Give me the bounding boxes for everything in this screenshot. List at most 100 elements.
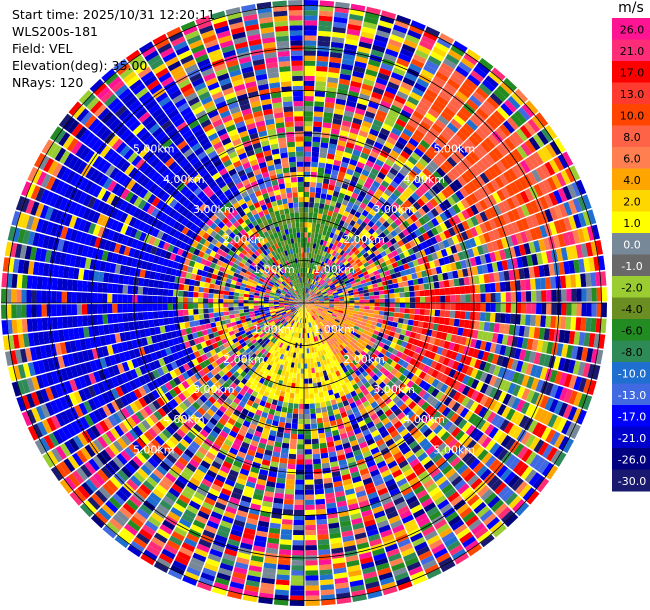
velocity-gate: [301, 343, 304, 349]
velocity-gate: [379, 294, 385, 299]
velocity-gate: [525, 279, 531, 291]
velocity-gate: [259, 354, 266, 361]
velocity-gate: [339, 243, 346, 250]
velocity-gate: [315, 312, 320, 317]
velocity-gate: [411, 480, 423, 491]
velocity-gate: [417, 277, 424, 285]
velocity-gate: [326, 369, 332, 375]
velocity-gate: [324, 107, 334, 114]
velocity-gate: [273, 446, 282, 453]
velocity-gate: [348, 368, 355, 375]
velocity-gate: [510, 234, 519, 246]
velocity-gate: [289, 351, 294, 358]
velocity-gate: [389, 464, 400, 474]
velocity-gate: [270, 461, 279, 468]
velocity-gate: [140, 464, 152, 476]
velocity-gate: [281, 349, 286, 355]
velocity-gate: [389, 193, 399, 202]
velocity-gate: [439, 178, 449, 188]
velocity-gate: [301, 353, 304, 359]
velocity-gate: [532, 133, 545, 148]
velocity-gate: [495, 127, 508, 140]
velocity-gate: [516, 373, 525, 386]
velocity-gate: [371, 91, 383, 100]
velocity-gate: [398, 114, 410, 124]
velocity-gate: [328, 293, 334, 297]
velocity-gate: [475, 175, 486, 187]
velocity-gate: [211, 460, 222, 470]
velocity-gate: [371, 333, 378, 340]
velocity-gate: [238, 505, 250, 513]
velocity-gate: [398, 223, 406, 232]
velocity-gate: [473, 190, 483, 202]
velocity-gate: [367, 268, 373, 274]
velocity-gate: [333, 293, 339, 297]
velocity-gate: [428, 449, 440, 460]
velocity-gate: [337, 454, 346, 461]
velocity-gate: [390, 404, 399, 413]
velocity-gate: [461, 421, 472, 433]
velocity-gate: [333, 342, 339, 348]
velocity-gate: [209, 404, 219, 413]
velocity-gate: [318, 305, 324, 308]
velocity-gate: [431, 543, 446, 555]
velocity-gate: [442, 357, 451, 366]
velocity-gate: [362, 429, 371, 437]
velocity-gate: [400, 329, 407, 336]
velocity-gate: [311, 292, 316, 297]
velocity-gate: [212, 426, 222, 435]
velocity-gate: [404, 100, 417, 110]
velocity-gate: [537, 441, 549, 456]
velocity-gate: [418, 157, 429, 168]
velocity-gate: [502, 368, 511, 380]
velocity-gate: [409, 413, 419, 423]
velocity-gate: [328, 260, 334, 267]
velocity-gate: [304, 393, 309, 399]
velocity-gate: [430, 236, 438, 245]
velocity-gate: [439, 364, 447, 374]
velocity-gate: [413, 210, 422, 220]
velocity-gate: [486, 516, 500, 530]
velocity-gate: [216, 397, 225, 405]
velocity-gate: [366, 320, 373, 325]
velocity-gate: [585, 317, 592, 332]
velocity-gate: [370, 401, 379, 409]
velocity-gate: [551, 289, 557, 302]
velocity-gate: [102, 525, 117, 539]
velocity-gate: [311, 321, 315, 327]
velocity-gate: [313, 357, 317, 363]
velocity-gate: [319, 350, 324, 356]
velocity-gate: [378, 184, 387, 193]
velocity-gate: [398, 194, 407, 203]
velocity-gate: [309, 289, 313, 295]
velocity-gate: [311, 433, 319, 440]
velocity-gate: [349, 323, 355, 328]
velocity-gate: [348, 18, 363, 27]
velocity-gate: [443, 340, 451, 350]
velocity-gate: [378, 524, 391, 534]
velocity-gate: [336, 597, 352, 605]
velocity-gate: [371, 381, 379, 389]
velocity-gate: [424, 404, 434, 414]
velocity-gate: [245, 432, 254, 440]
velocity-gate: [404, 160, 415, 169]
velocity-gate: [440, 431, 451, 442]
velocity-gate: [416, 198, 426, 207]
velocity-gate: [374, 339, 381, 346]
velocity-gate: [296, 332, 300, 338]
velocity-gate: [553, 156, 565, 171]
velocity-gate: [417, 234, 426, 243]
velocity-gate: [431, 369, 439, 379]
velocity-gate: [338, 308, 344, 312]
velocity-gate: [307, 332, 310, 339]
velocity-gate: [188, 561, 203, 572]
velocity-gate: [494, 503, 508, 516]
velocity-gate: [562, 185, 573, 201]
velocity-gate: [362, 252, 370, 259]
velocity-gate: [501, 510, 515, 524]
velocity-gate: [252, 379, 259, 387]
velocity-gate: [230, 492, 242, 500]
velocity-gate: [423, 283, 430, 290]
velocity-gate: [477, 530, 492, 544]
velocity-gate: [342, 275, 348, 281]
